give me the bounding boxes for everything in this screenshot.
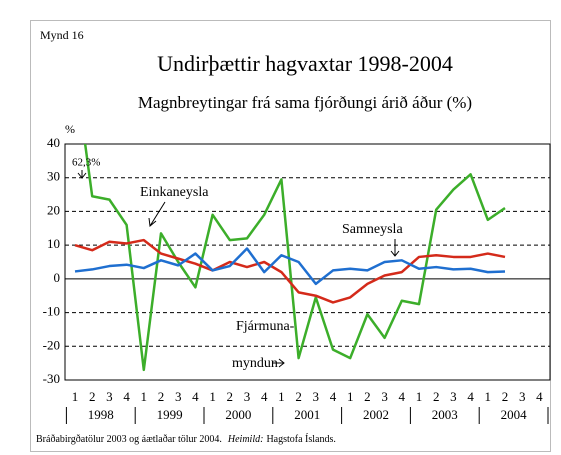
x-tick-label: 2: [295, 389, 302, 404]
footnote: Bráðabirgðatölur 2003 og áætlaðar tölur …: [36, 433, 336, 445]
annotation: 62,3%: [72, 157, 100, 169]
chart-title: Undirþættir hagvaxtar 1998-2004: [157, 51, 453, 76]
x-tick-label: 1: [416, 389, 423, 404]
x-tick-label: 1: [278, 389, 285, 404]
series-line: [83, 144, 506, 372]
x-tick-label: 3: [450, 389, 457, 404]
x-tick-label: 4: [123, 389, 130, 404]
x-tick-label: 3: [381, 389, 388, 404]
y-unit: %: [65, 122, 75, 136]
footnote-text: Bráðabirgðatölur 2003 og áætlaðar tölur …: [36, 434, 222, 445]
x-tick-label: 2: [158, 389, 165, 404]
x-tick-label: 2: [433, 389, 440, 404]
year-label: 2000: [225, 407, 251, 422]
annotation: myndun: [232, 356, 278, 371]
series-line: [74, 238, 506, 304]
arrow: [77, 170, 87, 179]
x-tick-label: 2: [502, 389, 509, 404]
series-line: [74, 247, 506, 286]
y-tick-label: 40: [47, 135, 60, 150]
x-tick-label: 2: [364, 389, 371, 404]
x-tick-label: 3: [313, 389, 320, 404]
arrow: [390, 239, 400, 257]
source-label: Heimild:: [227, 434, 264, 445]
year-label: 2004: [501, 407, 528, 422]
y-tick-label: -20: [43, 337, 60, 352]
year-label: 1999: [157, 407, 183, 422]
x-tick-label: 4: [261, 389, 268, 404]
x-tick-label: 4: [192, 389, 199, 404]
x-tick-label: 1: [485, 389, 492, 404]
x-tick-label: 1: [72, 389, 79, 404]
x-tick-label: 1: [347, 389, 354, 404]
x-tick-label: 2: [89, 389, 96, 404]
frame: [30, 20, 551, 452]
x-tick-label: 1: [209, 389, 216, 404]
year-label: 2002: [363, 407, 389, 422]
y-tick-label: 10: [47, 236, 60, 251]
plot-border: [64, 143, 551, 381]
y-tick-label: 0: [54, 270, 61, 285]
y-tick-label: 30: [47, 169, 60, 184]
year-label: 2001: [294, 407, 320, 422]
x-tick-label: 3: [106, 389, 113, 404]
y-tick-label: 20: [47, 202, 60, 217]
x-tick-label: 4: [536, 389, 543, 404]
x-tick-label: 4: [399, 389, 406, 404]
year-label: 1998: [88, 407, 114, 422]
arrow: [272, 358, 285, 368]
x-tick-label: 1: [141, 389, 148, 404]
annotation: Einkaneysla: [140, 185, 209, 200]
x-tick-label: 3: [175, 389, 182, 404]
y-tick-label: -10: [43, 304, 60, 319]
x-tick-label: 4: [467, 389, 474, 404]
annotation: Samneysla: [342, 222, 403, 237]
figure-label: Mynd 16: [40, 28, 84, 42]
x-tick-label: 3: [519, 389, 526, 404]
x-tick-label: 4: [330, 389, 337, 404]
x-tick-label: 2: [227, 389, 234, 404]
x-tick-label: 3: [244, 389, 251, 404]
annotation: Fjármuna-: [236, 319, 295, 334]
year-label: 2003: [432, 407, 458, 422]
arrow: [148, 201, 166, 227]
y-tick-label: -30: [43, 371, 60, 386]
source: Hagstofa Íslands.: [266, 433, 335, 445]
chart-subtitle: Magnbreytingar frá sama fjórðungi árið á…: [138, 93, 472, 112]
